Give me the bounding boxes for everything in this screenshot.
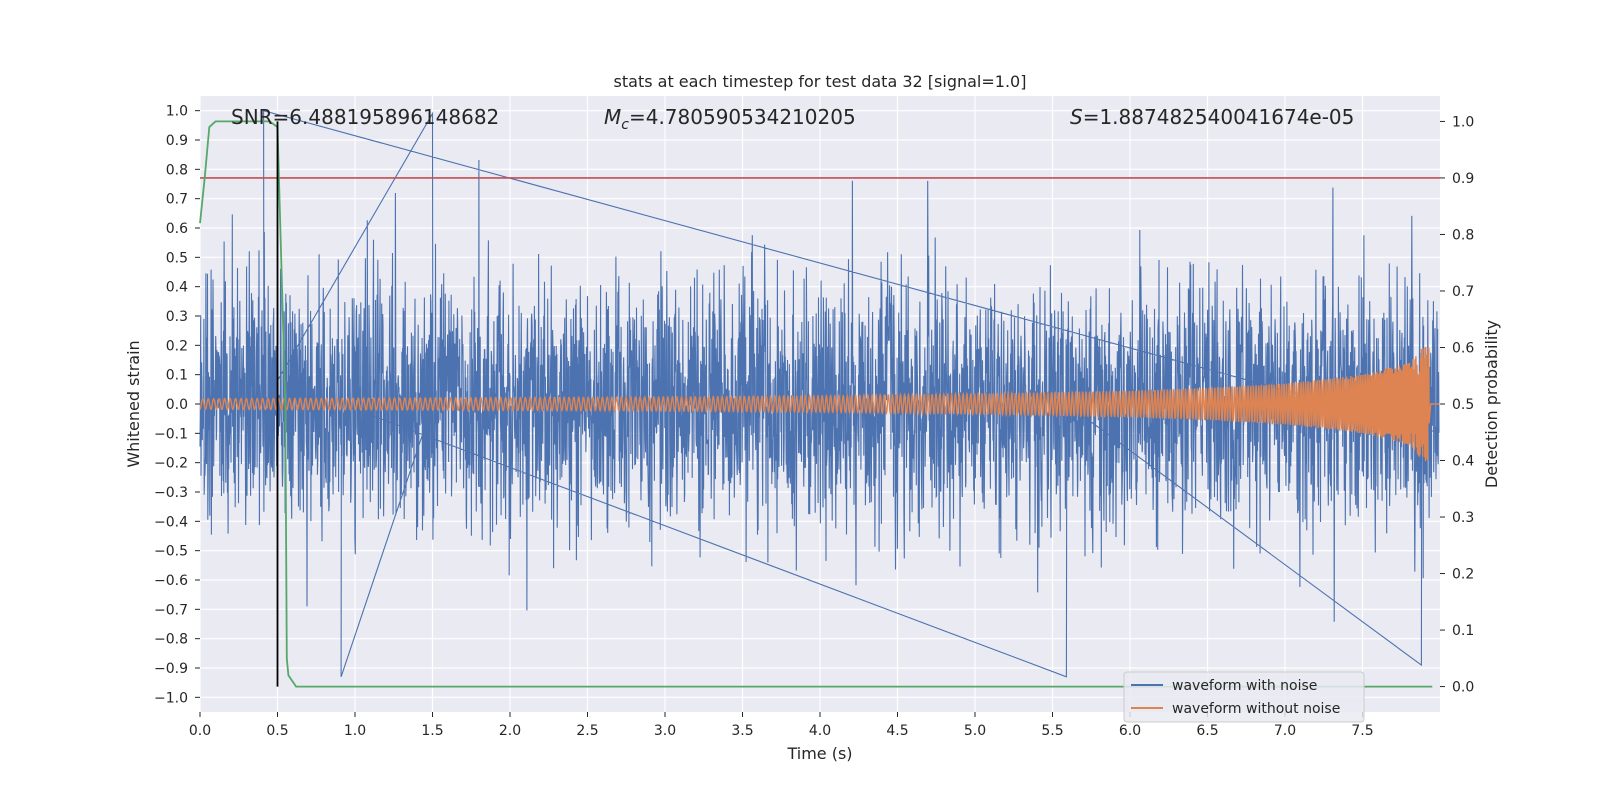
y-tick-label: −0.6 [154,573,188,589]
chart-title: stats at each timestep for test data 32 … [614,72,1027,91]
x-tick-label: 3.0 [654,723,676,739]
legend: waveform with noise waveform without noi… [1123,671,1365,723]
s-annotation: S=1.887482540041674e-05 [1070,105,1354,129]
y2-tick-label: 0.4 [1452,454,1474,470]
y-tick-label: 0.3 [166,309,188,325]
y-tick-label: −0.8 [154,632,188,648]
y2-tick-label: 0.0 [1452,680,1474,696]
x-tick-label: 6.0 [1119,723,1141,739]
chirp-mass-symbol: M [604,105,621,129]
y-tick-label: 0.7 [166,192,188,208]
y-tick-label: −0.3 [154,485,188,501]
y2-tick-label: 0.6 [1452,340,1474,356]
chirp-mass-subscript: c [621,117,629,133]
x-tick-label: 2.5 [576,723,598,739]
y-tick-label: 0.5 [166,250,188,266]
x-tick-label: 4.5 [886,723,908,739]
snr-annotation: SNR=6.488195896148682 [231,105,499,129]
y2-tick-label: 0.2 [1452,567,1474,583]
x-tick-label: 4.0 [809,723,831,739]
y-tick-label: 0.0 [166,397,188,413]
x-tick-label: 0.5 [266,723,288,739]
y2-tick-label: 1.0 [1452,114,1474,130]
y-tick-label: −0.4 [154,514,188,530]
y-tick-label: −1.0 [154,690,188,706]
y-tick-label: 0.4 [166,280,188,296]
y2-tick-label: 0.7 [1452,284,1474,300]
waveform-with-noise-series [199,109,1440,678]
y-axis-label: Whitened strain [124,340,143,467]
y-tick-label: 0.6 [166,221,188,237]
x-tick-label: 7.0 [1274,723,1296,739]
x-axis-label: Time (s) [786,744,852,763]
x-tick-label: 1.5 [421,723,443,739]
s-value: =1.887482540041674e-05 [1083,105,1355,129]
chirp-mass-annotation: Mc=4.780590534210205 [604,105,856,133]
y-tick-label: 0.9 [166,133,188,149]
y-tick-label: −0.7 [154,602,188,618]
legend-box [1123,671,1365,723]
waveform-without-noise-series [199,346,1440,462]
chirp-mass-value: =4.780590534210205 [629,105,856,129]
y-tick-label: 0.2 [166,338,188,354]
y2-tick-label: 0.5 [1452,397,1474,413]
series-layer [199,109,1440,688]
y-tick-label: 0.8 [166,162,188,178]
s-symbol: S [1070,105,1083,129]
x-tick-label: 0.0 [189,723,211,739]
x-tick-label: 1.0 [344,723,366,739]
x-tick-label: 7.5 [1351,723,1373,739]
y2-tick-label: 0.9 [1452,171,1474,187]
x-tick-label: 5.0 [964,723,986,739]
waveform-without-noise-line [199,346,1440,462]
y-tick-label: −0.2 [154,456,188,472]
y-tick-label: −0.1 [154,426,188,442]
x-tick-label: 3.5 [731,723,753,739]
y2-tick-label: 0.1 [1452,623,1474,639]
waveform-with-noise-line [199,109,1440,678]
x-tick-label: 5.5 [1041,723,1063,739]
y-tick-label: 0.1 [166,368,188,384]
y-tick-label: −0.9 [154,661,188,677]
y2-tick-label: 0.3 [1452,510,1474,526]
y2-tick-label: 0.8 [1452,227,1474,243]
y2-axis-label: Detection probability [1482,320,1501,488]
x-tick-label: 6.5 [1196,723,1218,739]
y-tick-label: −0.5 [154,544,188,560]
ticks: 0.0 0.5 1.0 1.5 2.0 2.5 3.0 3.5 4.0 4.5 5.0 5.5 6.0 6… [154,104,1474,739]
y-tick-label: 1.0 [166,104,188,120]
x-tick-label: 2.0 [499,723,521,739]
legend-label-clean: waveform without noise [1172,701,1340,717]
legend-label-noise: waveform with noise [1172,678,1317,694]
